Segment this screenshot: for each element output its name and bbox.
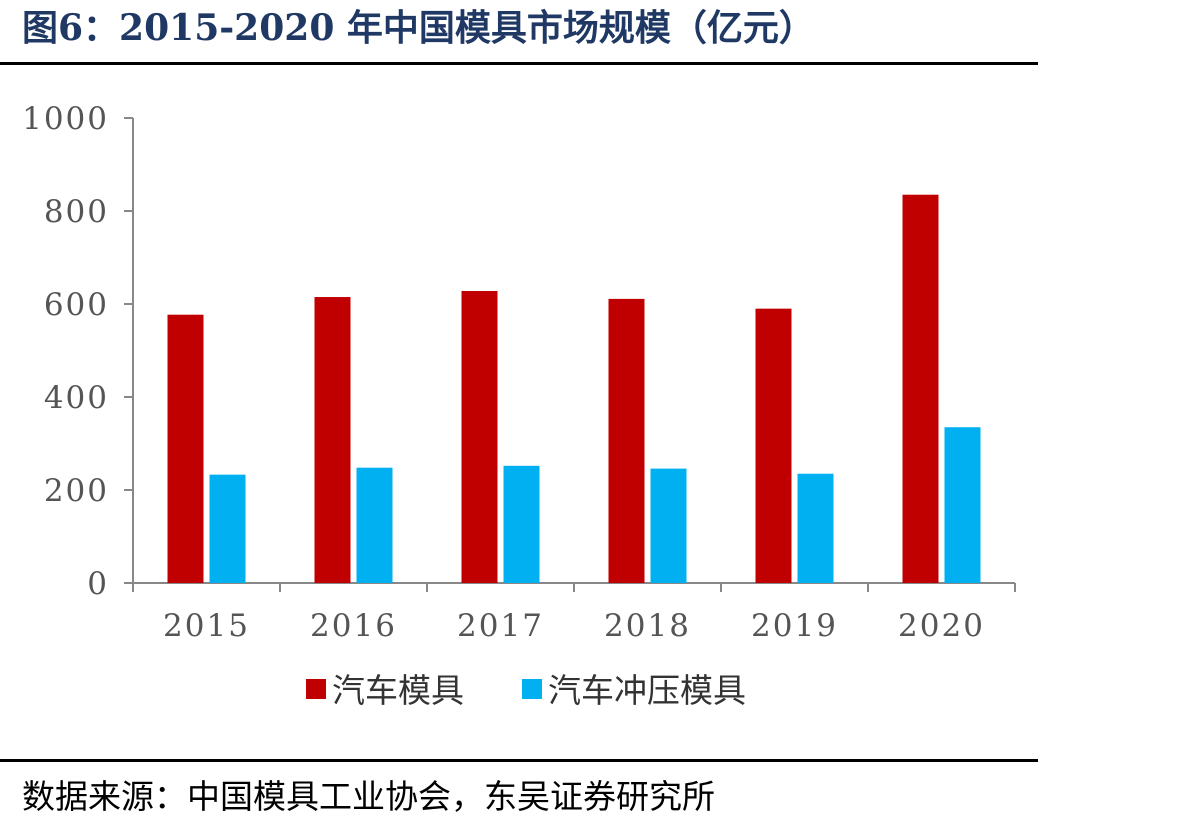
x-tick-label: 2016: [310, 608, 397, 644]
legend-swatch: [522, 679, 542, 699]
legend: 汽车模具 汽车冲压模具: [306, 671, 746, 710]
x-tick-label: 2017: [457, 608, 544, 644]
y-tick-label: 600: [44, 287, 109, 323]
y-tick-label: 800: [44, 194, 109, 230]
y-axis: 0 200 400 600 800 1000: [22, 101, 134, 602]
bar-2015-series-2: [209, 474, 246, 583]
top-rule: [0, 62, 1038, 65]
bar-2017-series-1: [461, 290, 498, 583]
x-axis: 2015 2016 2017 2018 2019 2020: [132, 582, 1016, 644]
bar-2017-series-2: [503, 465, 540, 583]
bars: [167, 194, 981, 583]
y-tick-label: 0: [87, 566, 109, 602]
bar-2016-series-1: [314, 297, 351, 583]
legend-label: 汽车冲压模具: [548, 671, 746, 710]
bar-2020-series-2: [944, 427, 981, 583]
bar-2020-series-1: [902, 194, 939, 583]
source-note: 数据来源：中国模具工业协会，东吴证券研究所: [22, 777, 715, 816]
bar-2019-series-1: [755, 308, 792, 583]
x-tick-label: 2019: [751, 608, 838, 644]
x-tick-label: 2018: [604, 608, 691, 644]
figure-title: 图6：2015-2020 年中国模具市场规模（亿元）: [22, 7, 815, 49]
y-tick-label: 1000: [22, 101, 109, 137]
bar-2018-series-1: [608, 298, 645, 583]
x-tick-label: 2020: [898, 608, 985, 644]
legend-label: 汽车模具: [332, 671, 464, 710]
bar-2016-series-2: [356, 467, 393, 583]
bottom-rule: [0, 759, 1038, 762]
bar-2015-series-1: [167, 314, 204, 583]
y-tick-label: 200: [44, 473, 109, 509]
bar-2019-series-2: [797, 473, 834, 583]
bar-2018-series-2: [650, 468, 687, 583]
y-tick-label: 400: [44, 380, 109, 416]
legend-swatch: [306, 679, 326, 699]
x-tick-label: 2015: [163, 608, 250, 644]
